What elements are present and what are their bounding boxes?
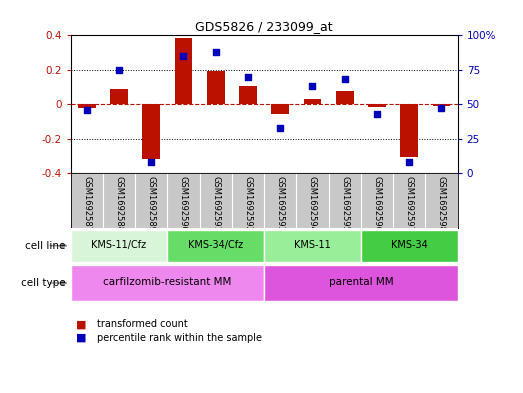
Bar <box>71 265 264 301</box>
Text: GSM1692588: GSM1692588 <box>115 176 123 232</box>
Point <box>340 76 349 83</box>
Bar <box>304 99 321 104</box>
Title: GDS5826 / 233099_at: GDS5826 / 233099_at <box>195 20 333 33</box>
Bar <box>78 104 96 108</box>
Bar <box>401 104 418 158</box>
Text: cell line: cell line <box>25 241 65 251</box>
Text: parental MM: parental MM <box>328 277 393 287</box>
Text: GSM1692593: GSM1692593 <box>276 176 285 231</box>
Text: KMS-34/Cfz: KMS-34/Cfz <box>188 240 243 250</box>
Text: cell type: cell type <box>21 278 65 288</box>
Bar <box>71 230 167 262</box>
Point <box>244 73 252 80</box>
Point <box>115 66 123 73</box>
Text: KMS-11/Cfz: KMS-11/Cfz <box>92 240 146 250</box>
Text: percentile rank within the sample: percentile rank within the sample <box>97 333 262 343</box>
Bar <box>271 104 289 114</box>
Text: GSM1692592: GSM1692592 <box>244 176 253 231</box>
Bar <box>142 104 160 159</box>
Text: ■: ■ <box>76 333 86 343</box>
Bar <box>336 91 354 104</box>
Text: KMS-34: KMS-34 <box>391 240 428 250</box>
Bar <box>110 89 128 104</box>
Text: GSM1692591: GSM1692591 <box>211 176 220 231</box>
Bar <box>264 265 458 301</box>
Bar <box>167 230 264 262</box>
Point <box>437 105 446 112</box>
Point <box>309 83 317 90</box>
Text: GSM1692589: GSM1692589 <box>147 176 156 231</box>
Text: KMS-11: KMS-11 <box>294 240 331 250</box>
Point <box>276 124 285 130</box>
Point <box>83 107 91 113</box>
Bar <box>433 104 450 106</box>
Text: carfilzomib-resistant MM: carfilzomib-resistant MM <box>103 277 232 287</box>
Bar <box>264 230 361 262</box>
Point <box>179 53 188 59</box>
Point <box>405 159 413 165</box>
Text: GSM1692587: GSM1692587 <box>82 176 91 232</box>
Bar <box>361 230 458 262</box>
Text: GSM1692596: GSM1692596 <box>372 176 381 231</box>
Text: GSM1692594: GSM1692594 <box>308 176 317 231</box>
Text: transformed count: transformed count <box>97 319 188 329</box>
Point <box>373 111 381 117</box>
Bar <box>239 86 257 104</box>
Text: GSM1692590: GSM1692590 <box>179 176 188 231</box>
Bar <box>207 72 224 104</box>
Bar <box>175 38 192 104</box>
Text: GSM1692595: GSM1692595 <box>340 176 349 231</box>
Bar <box>368 104 386 107</box>
Text: GSM1692597: GSM1692597 <box>405 176 414 231</box>
Point <box>211 49 220 55</box>
Point <box>147 159 155 165</box>
Text: GSM1692598: GSM1692598 <box>437 176 446 231</box>
Text: ■: ■ <box>76 319 86 329</box>
